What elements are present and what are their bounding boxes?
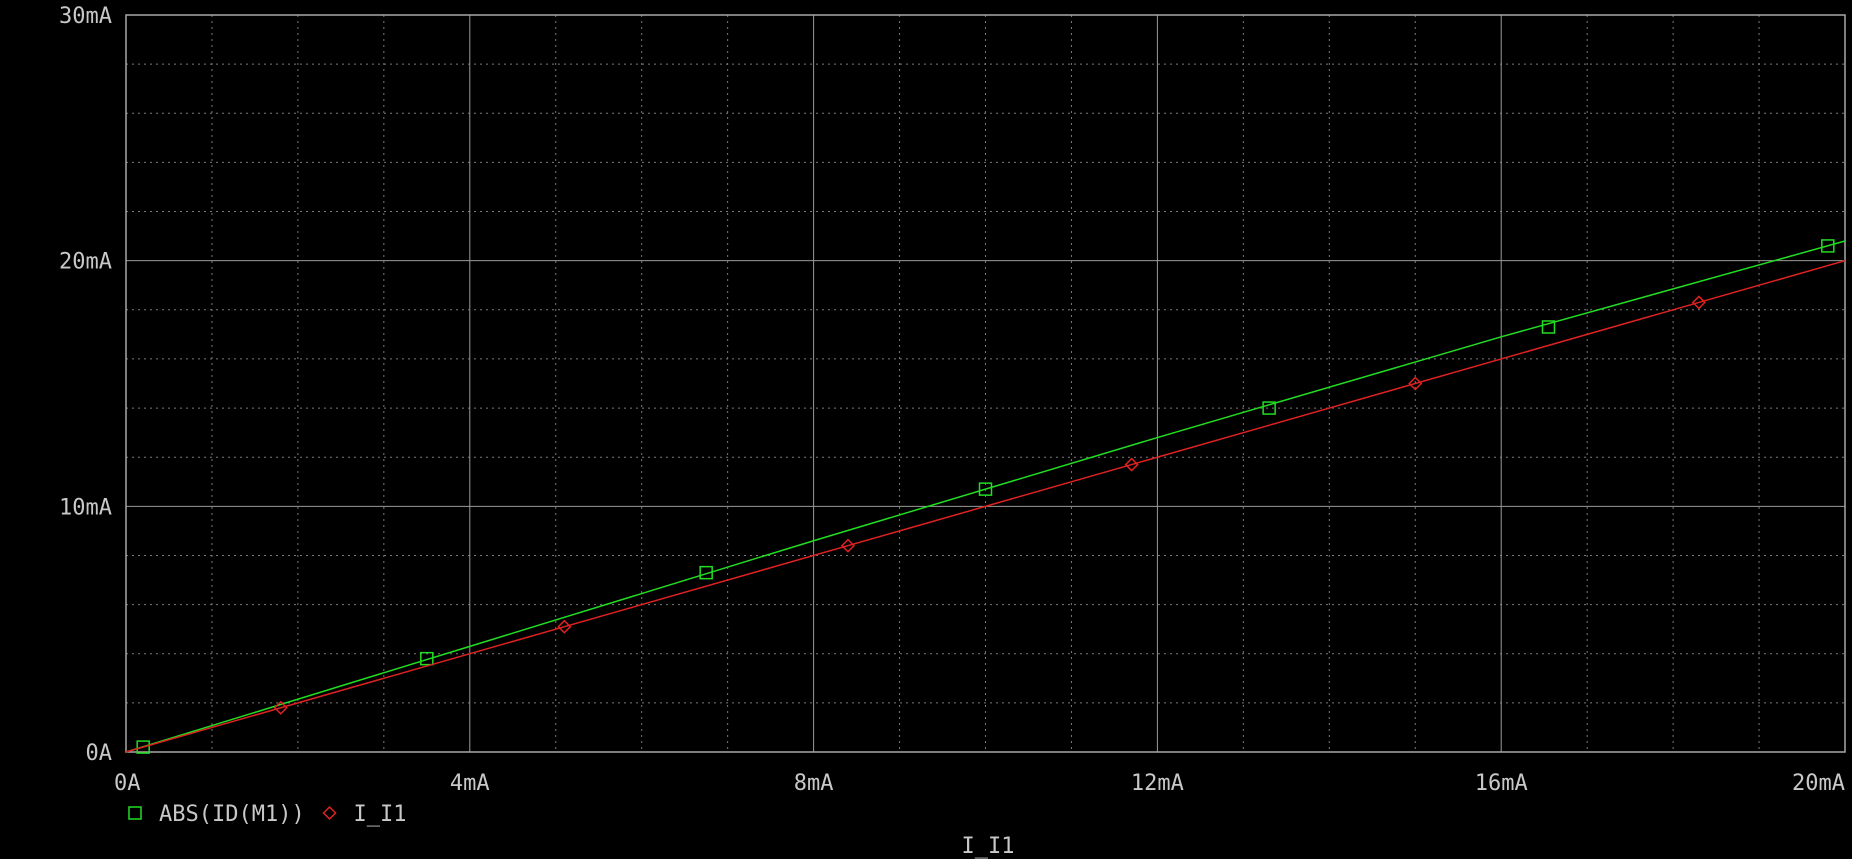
series-marker-i-i1	[1691, 295, 1706, 310]
legend: ABS(ID(M1)) I_I1	[128, 802, 407, 827]
series-line-abs-id-m1	[125, 240, 1846, 753]
legend-item: I_I1	[322, 802, 407, 827]
x-tick-label: 8mA	[794, 771, 834, 796]
square-marker-icon	[128, 806, 142, 820]
legend-label: ABS(ID(M1))	[159, 802, 305, 827]
series-marker-i-i1	[557, 619, 572, 634]
series-marker-i-i1	[1408, 376, 1423, 391]
x-tick-label: 0A	[114, 771, 141, 796]
series-marker-i-i1	[273, 700, 288, 715]
series-marker-abs-id-m1	[1262, 401, 1276, 415]
x-tick-label: 16mA	[1475, 771, 1528, 796]
tick-labels: 0A 4mA 8mA 12mA 16mA 20mA 0A 10mA 20mA 30mA	[59, 4, 1845, 796]
series-marker-abs-id-m1	[420, 651, 434, 666]
y-tick-label: 30mA	[59, 4, 112, 29]
series-marker-abs-id-m1	[1541, 320, 1556, 334]
plot-frame	[125, 14, 1846, 753]
x-axis-label: I_I1	[962, 834, 1015, 859]
y-tick-label: 0A	[86, 741, 113, 766]
y-tick-label: 20mA	[59, 250, 112, 275]
x-tick-label: 20mA	[1792, 771, 1845, 796]
x-tick-label: 12mA	[1131, 771, 1184, 796]
series-marker-abs-id-m1	[699, 565, 713, 580]
series-marker-i-i1	[1124, 457, 1139, 472]
legend-item: ABS(ID(M1))	[128, 802, 305, 827]
y-tick-label: 10mA	[59, 495, 112, 520]
grid	[125, 14, 1846, 753]
series-marker-i-i1	[840, 538, 856, 553]
diamond-marker-icon	[322, 805, 337, 821]
x-tick-label: 4mA	[450, 771, 490, 796]
series-marker-abs-id-m1	[978, 482, 993, 496]
series-marker-abs-id-m1	[1821, 239, 1835, 253]
legend-label: I_I1	[354, 802, 407, 827]
axes	[125, 14, 1846, 753]
series-marker-abs-id-m1	[136, 740, 150, 754]
series-group	[125, 239, 1846, 754]
series-line-i-i1	[125, 259, 1846, 753]
